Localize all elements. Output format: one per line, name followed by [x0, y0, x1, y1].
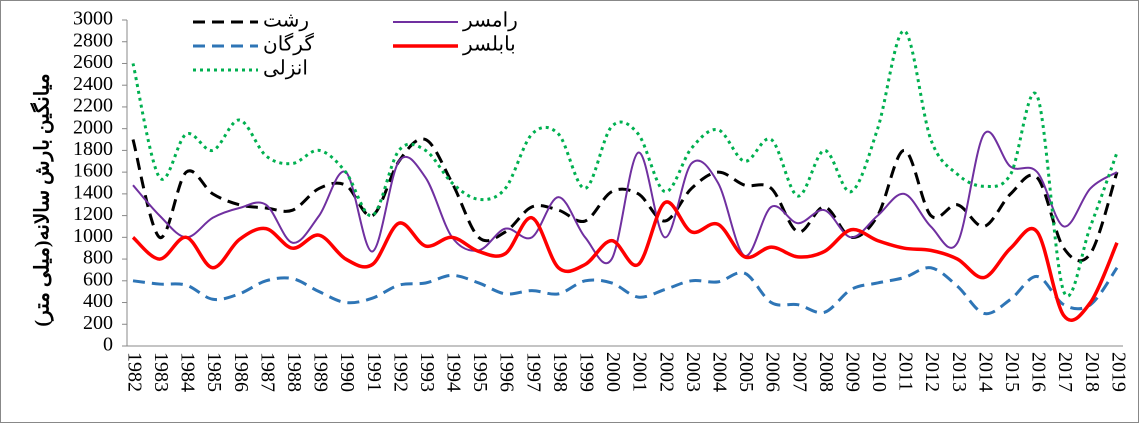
y-tick-label: 2600 [73, 51, 113, 73]
x-tick-label: 1982 [123, 352, 145, 392]
x-tick-label: 2006 [762, 352, 784, 392]
y-tick-label: 1200 [73, 203, 113, 225]
y-tick-label: 2800 [73, 29, 113, 51]
y-tick-label: 600 [83, 268, 113, 290]
x-tick-label: 1993 [416, 352, 438, 392]
x-tick-label: 2013 [948, 352, 970, 392]
x-tick-label: 2017 [1054, 352, 1076, 392]
x-tick-label: 1994 [443, 352, 465, 392]
legend-label: انزلی [263, 58, 308, 80]
y-tick-label: 1400 [73, 181, 113, 203]
x-tick-label: 1997 [522, 352, 544, 392]
x-tick-label: 2012 [921, 352, 943, 392]
x-tick-label: 1992 [389, 352, 411, 392]
y-tick-label: 1800 [73, 138, 113, 160]
x-tick-label: 2007 [788, 352, 810, 392]
x-tick-label: 2009 [841, 352, 863, 392]
x-tick-label: 2014 [974, 352, 996, 392]
x-tick-label: 1983 [150, 352, 172, 392]
x-tick-label: 1989 [310, 352, 332, 392]
x-tick-label: 2005 [735, 352, 757, 392]
x-tick-label: 1988 [283, 352, 305, 392]
x-tick-label: 1990 [336, 352, 358, 392]
y-tick-label: 2000 [73, 116, 113, 138]
legend-label: گرگان [263, 33, 314, 56]
y-tick-label: 1600 [73, 160, 113, 182]
x-tick-label: 1995 [469, 352, 491, 392]
series-line [131, 137, 1119, 263]
x-tick-label: 1986 [230, 352, 252, 392]
y-tick-label: 0 [103, 334, 113, 356]
x-tick-label: 1999 [576, 352, 598, 392]
x-tick-label: 1996 [496, 352, 518, 392]
y-tick-label: 2400 [73, 73, 113, 95]
y-tick-label: 400 [83, 290, 113, 312]
series-line [132, 266, 1119, 316]
y-tick-label: 200 [83, 312, 113, 334]
x-tick-label: 2004 [708, 352, 730, 392]
y-tick-label: 3000 [73, 8, 113, 30]
x-tick-label: 2016 [1028, 352, 1050, 392]
series-line [131, 200, 1119, 322]
series-line [132, 130, 1118, 265]
legend-label: رشت [263, 10, 309, 32]
y-tick-label: 2200 [73, 95, 113, 117]
x-tick-label: 1985 [203, 352, 225, 392]
x-tick-label: 1984 [177, 352, 199, 392]
y-tick-label: 800 [83, 247, 113, 269]
x-tick-label: 1991 [363, 352, 385, 392]
y-tick-label: 1000 [73, 225, 113, 247]
x-tick-label: 2003 [682, 352, 704, 392]
y-axis-label: میانگین بارش سالانه(میلی متر) [30, 73, 55, 326]
x-tick-label: 2011 [895, 352, 917, 391]
x-tick-label: 2000 [602, 352, 624, 392]
x-tick-label: 1987 [256, 352, 278, 392]
legend-label: بابلسر [462, 34, 516, 56]
legend-label: رامسر [462, 10, 518, 32]
x-tick-label: 2001 [629, 352, 651, 392]
x-tick-label: 1998 [549, 352, 571, 392]
x-tick-label: 2015 [1001, 352, 1023, 392]
x-tick-label: 2010 [868, 352, 890, 392]
x-tick-label: 2019 [1107, 352, 1129, 392]
x-tick-label: 2018 [1081, 352, 1103, 392]
x-tick-label: 2002 [655, 352, 677, 392]
x-tick-label: 2008 [815, 352, 837, 392]
